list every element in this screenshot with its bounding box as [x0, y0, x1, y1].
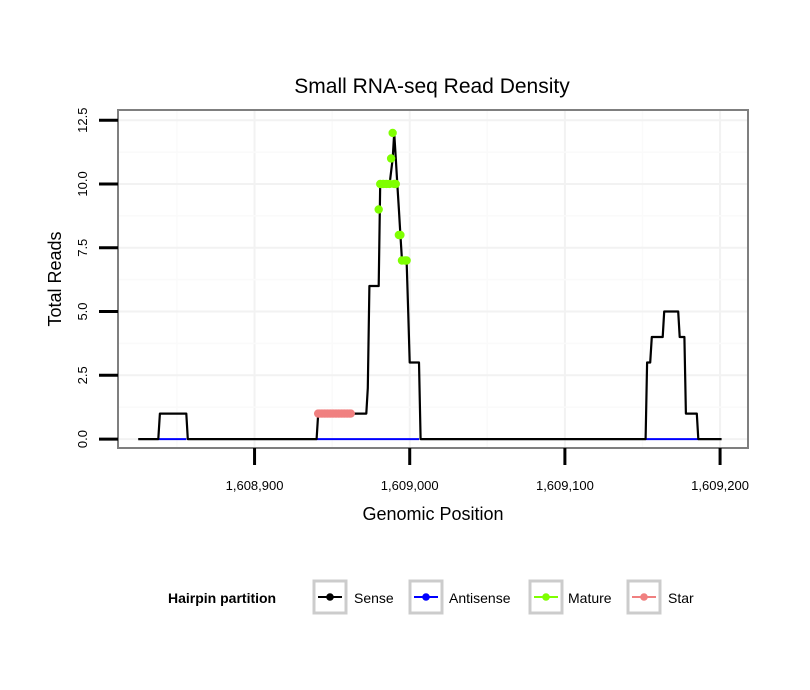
series-sense-line [138, 131, 722, 441]
plot-panel-border [117, 109, 749, 449]
series-mature-point-0 [374, 205, 383, 214]
chart-title: Small RNA-seq Read Density [294, 75, 570, 98]
legend-title: Hairpin partition [168, 590, 276, 606]
series-layer [138, 128, 722, 441]
legend-label-antisense: Antisense [449, 590, 511, 606]
x-tick-label-1: 1,609,000 [381, 478, 439, 493]
x-tick-label-3: 1,609,200 [691, 478, 749, 493]
y-axis: 0.0 2.5 5.0 7.5 10.0 12.5 [75, 108, 118, 448]
series-mature-point-6 [388, 128, 397, 138]
y-axis-title: Total Reads [45, 231, 65, 326]
y-tick-label-3: 7.5 [75, 239, 90, 257]
legend-label-sense: Sense [354, 590, 394, 606]
legend-label-star: Star [668, 590, 694, 606]
legend-key-point-star [640, 593, 648, 601]
legend-label-mature: Mature [568, 590, 612, 606]
grid [118, 110, 748, 448]
series-star-point-21 [346, 409, 355, 418]
y-tick-label-4: 10.0 [75, 171, 90, 196]
legend-key-point-antisense [422, 593, 430, 601]
legend-key-point-mature [542, 593, 550, 601]
series-mature-point-5 [386, 154, 396, 163]
y-tick-label-2: 5.0 [75, 302, 90, 320]
series-mature-point-10 [396, 230, 405, 240]
y-tick-label-0: 0.0 [75, 430, 90, 448]
x-axis: 1,608,900 1,609,000 1,609,100 1,609,200 [226, 448, 749, 493]
legend-key-point-sense [326, 593, 334, 601]
x-tick-label-2: 1,609,100 [536, 478, 594, 493]
series-mature-point-8 [391, 179, 400, 189]
legend: Hairpin partition Sense Antisense Mature St… [168, 579, 694, 615]
x-tick-label-0: 1,608,900 [226, 478, 284, 493]
series-mature-point-13 [402, 256, 411, 265]
y-tick-label-1: 2.5 [75, 366, 90, 384]
x-axis-title: Genomic Position [362, 504, 503, 524]
y-tick-label-5: 12.5 [75, 108, 90, 133]
